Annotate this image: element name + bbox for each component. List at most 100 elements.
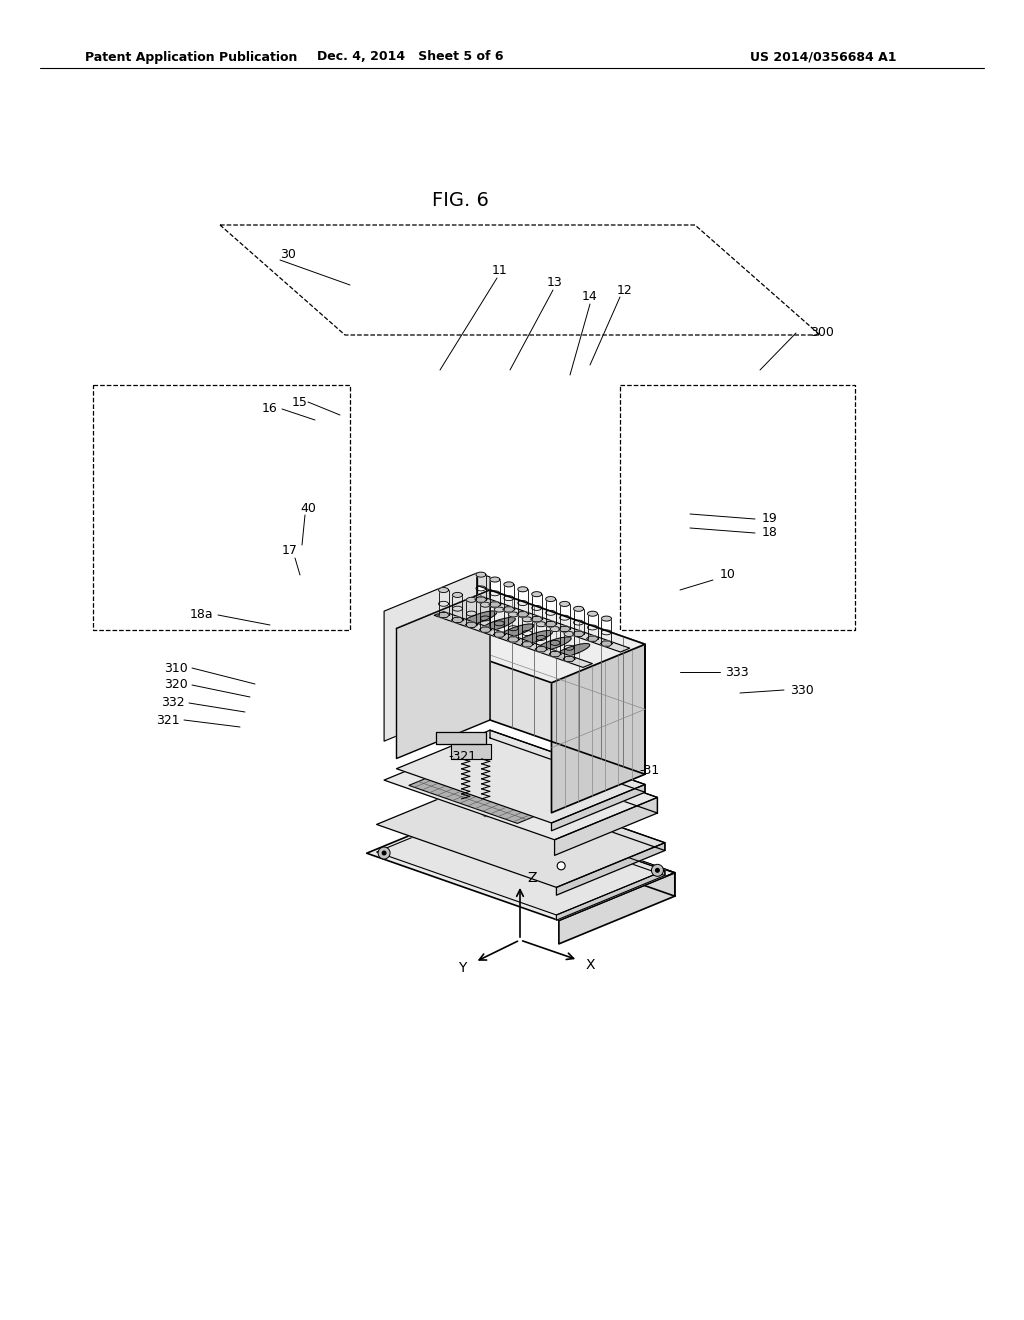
Polygon shape <box>409 751 601 824</box>
Polygon shape <box>480 602 490 607</box>
Text: Y: Y <box>458 961 466 975</box>
Polygon shape <box>559 626 570 631</box>
Polygon shape <box>485 780 665 850</box>
Text: 333: 333 <box>725 665 749 678</box>
Polygon shape <box>434 611 592 668</box>
Polygon shape <box>546 597 556 602</box>
Text: 15: 15 <box>292 396 308 408</box>
Text: 18: 18 <box>762 527 778 540</box>
Text: 40: 40 <box>300 502 316 515</box>
Polygon shape <box>563 656 575 661</box>
Text: 14: 14 <box>582 289 598 302</box>
Polygon shape <box>572 631 585 636</box>
Text: 320: 320 <box>164 678 188 692</box>
Polygon shape <box>396 730 645 822</box>
Polygon shape <box>517 611 528 616</box>
Polygon shape <box>499 624 534 639</box>
Text: X: X <box>586 958 595 972</box>
Polygon shape <box>554 644 590 657</box>
Polygon shape <box>564 631 574 636</box>
Text: 13: 13 <box>547 276 563 289</box>
Polygon shape <box>479 627 492 632</box>
Polygon shape <box>466 622 477 627</box>
Polygon shape <box>490 730 645 792</box>
Polygon shape <box>530 616 543 622</box>
Text: 321: 321 <box>157 714 180 726</box>
Polygon shape <box>438 587 449 593</box>
Polygon shape <box>508 612 518 616</box>
Polygon shape <box>476 572 486 577</box>
Polygon shape <box>600 642 612 647</box>
Polygon shape <box>487 738 657 813</box>
Circle shape <box>378 847 390 859</box>
Polygon shape <box>559 873 675 944</box>
Text: 19: 19 <box>762 511 778 524</box>
Polygon shape <box>451 744 490 759</box>
Polygon shape <box>531 591 542 597</box>
Polygon shape <box>477 573 490 590</box>
Text: 330: 330 <box>790 684 814 697</box>
Polygon shape <box>435 731 485 744</box>
Polygon shape <box>560 602 569 606</box>
Text: -31: -31 <box>640 763 660 776</box>
Circle shape <box>484 808 489 813</box>
Text: 310: 310 <box>164 661 188 675</box>
Text: 332: 332 <box>162 697 185 710</box>
Polygon shape <box>503 607 515 612</box>
Polygon shape <box>556 842 665 895</box>
Polygon shape <box>452 618 464 623</box>
Polygon shape <box>472 597 630 652</box>
Polygon shape <box>573 606 584 611</box>
Polygon shape <box>507 636 519 642</box>
Polygon shape <box>556 870 665 920</box>
Text: Patent Application Publication: Patent Application Publication <box>85 50 297 63</box>
Polygon shape <box>377 808 665 915</box>
Polygon shape <box>490 590 645 775</box>
Text: 12: 12 <box>617 284 633 297</box>
Polygon shape <box>461 611 497 626</box>
Text: 16: 16 <box>262 401 278 414</box>
Polygon shape <box>396 590 645 682</box>
Polygon shape <box>495 607 504 612</box>
Text: -321: -321 <box>447 750 476 763</box>
Polygon shape <box>521 642 534 647</box>
Polygon shape <box>587 636 598 642</box>
Polygon shape <box>488 602 501 607</box>
Polygon shape <box>482 805 675 896</box>
Polygon shape <box>494 632 505 638</box>
Circle shape <box>557 862 565 870</box>
Polygon shape <box>522 616 532 622</box>
Text: Dec. 4, 2014   Sheet 5 of 6: Dec. 4, 2014 Sheet 5 of 6 <box>316 50 503 63</box>
Text: 30: 30 <box>280 248 296 261</box>
Circle shape <box>481 805 493 817</box>
Polygon shape <box>475 597 487 602</box>
Polygon shape <box>453 593 463 598</box>
Polygon shape <box>550 627 560 631</box>
Text: 17: 17 <box>282 544 298 557</box>
Polygon shape <box>467 598 476 602</box>
Text: 11: 11 <box>493 264 508 276</box>
Polygon shape <box>536 647 547 652</box>
Polygon shape <box>588 611 598 616</box>
Polygon shape <box>396 590 490 759</box>
Polygon shape <box>489 577 500 582</box>
Polygon shape <box>518 587 527 591</box>
Polygon shape <box>384 573 477 741</box>
Polygon shape <box>601 616 611 622</box>
Polygon shape <box>545 622 557 627</box>
Circle shape <box>382 850 387 855</box>
Polygon shape <box>536 638 571 652</box>
Polygon shape <box>367 805 675 920</box>
Text: US 2014/0356684 A1: US 2014/0356684 A1 <box>750 50 896 63</box>
Text: FIG. 6: FIG. 6 <box>431 190 488 210</box>
Polygon shape <box>504 582 514 587</box>
Circle shape <box>655 867 659 873</box>
Text: Z: Z <box>527 871 537 884</box>
Text: 10: 10 <box>720 569 736 582</box>
Polygon shape <box>555 797 657 855</box>
Polygon shape <box>537 622 546 627</box>
Polygon shape <box>377 780 665 887</box>
Polygon shape <box>485 808 665 875</box>
Polygon shape <box>437 612 450 618</box>
Polygon shape <box>517 631 553 645</box>
